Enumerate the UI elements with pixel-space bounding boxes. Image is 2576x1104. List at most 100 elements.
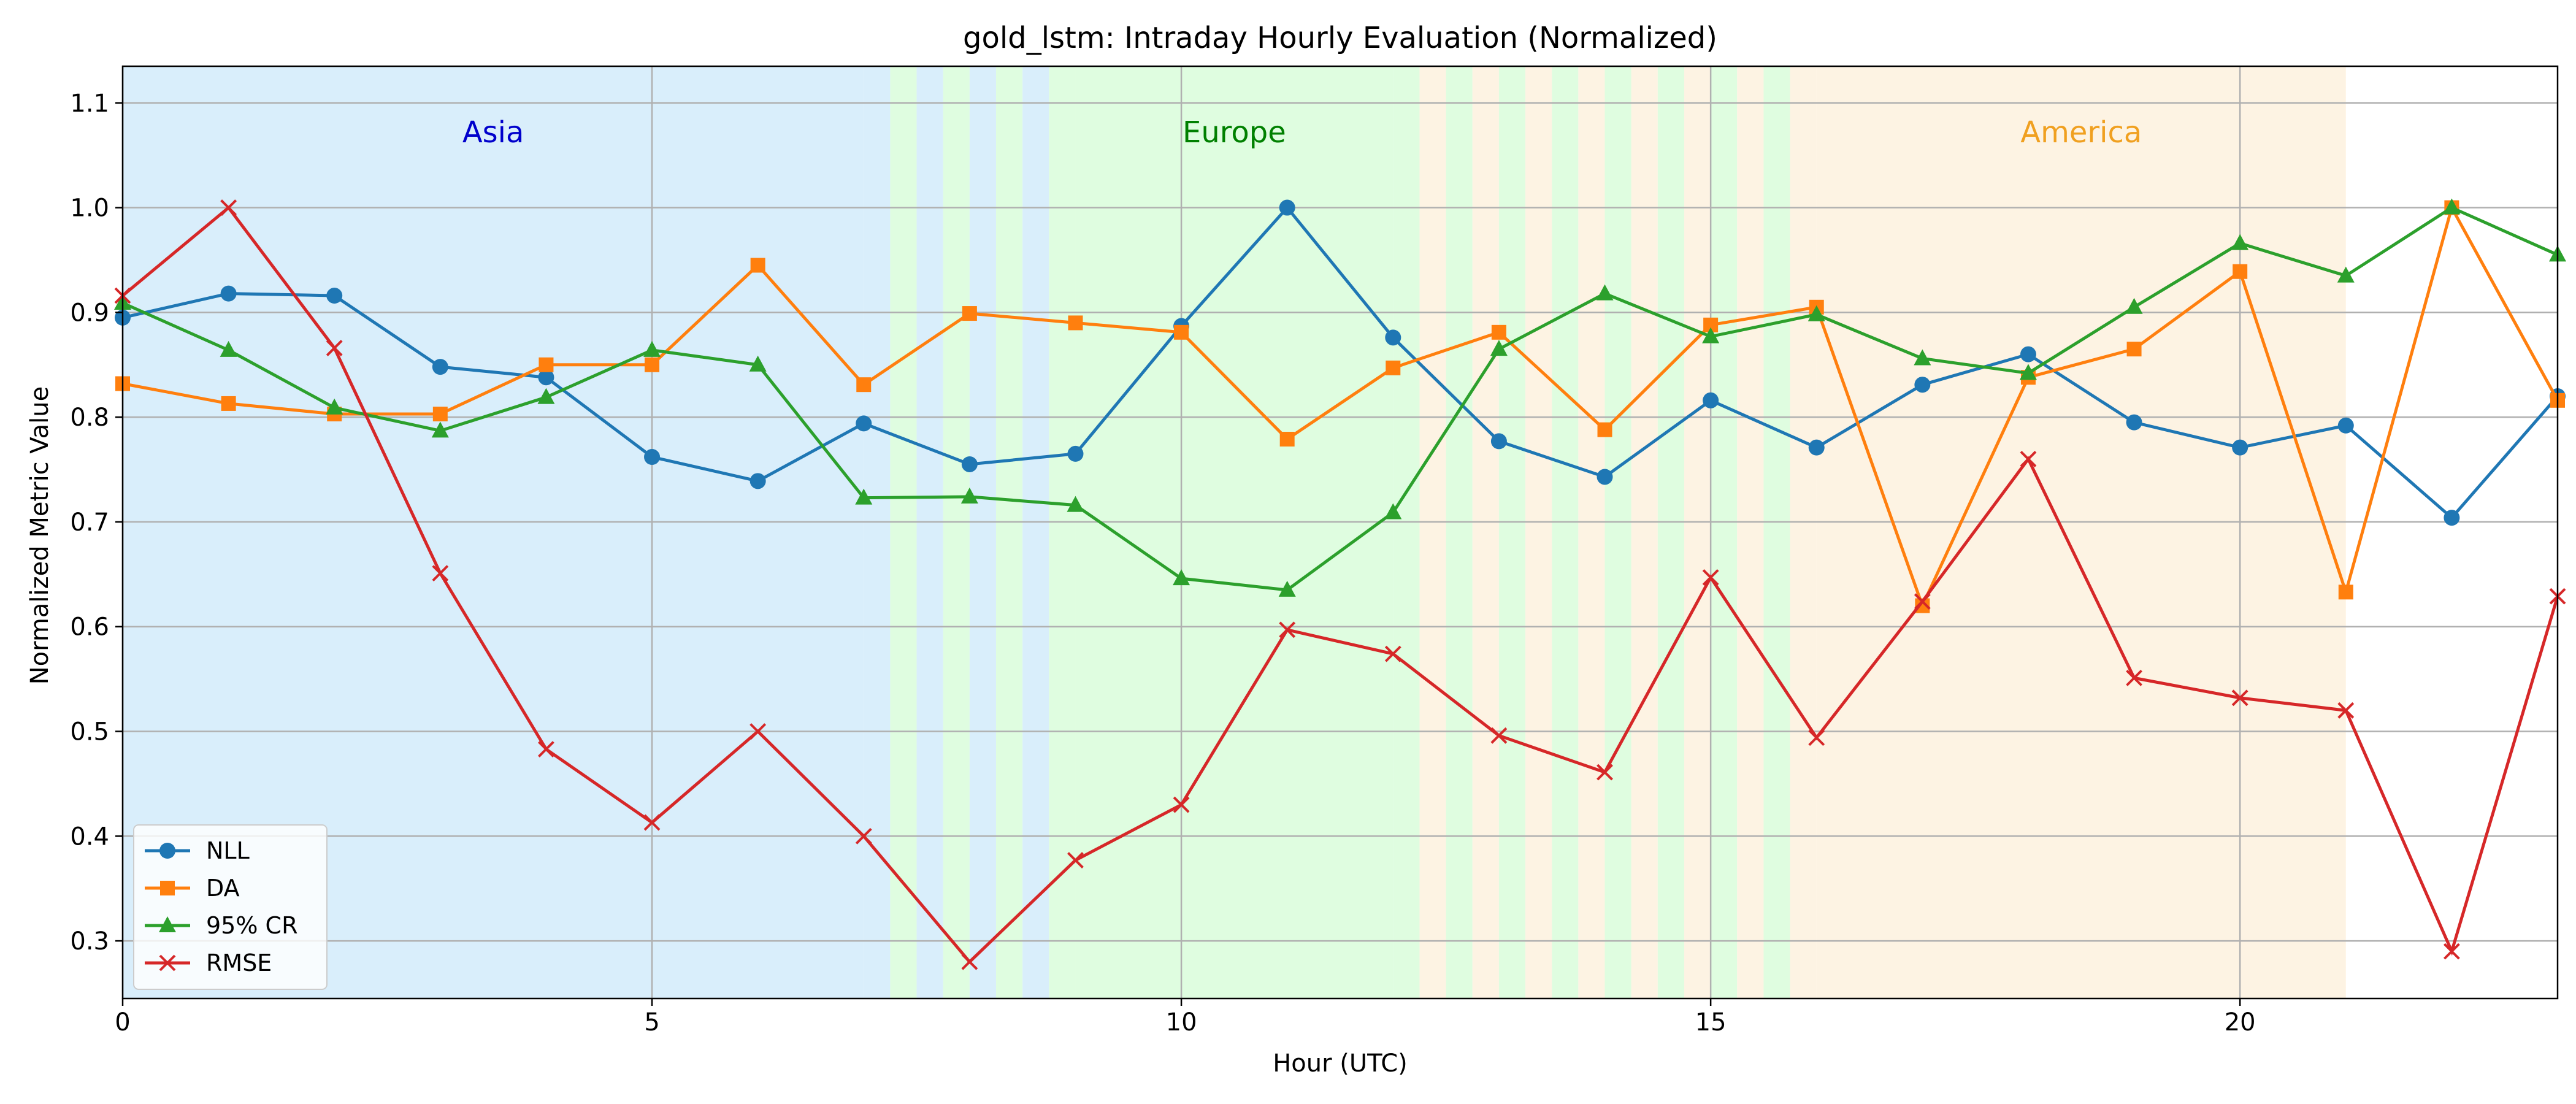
- data-point-nll: [749, 473, 766, 489]
- data-point-95-cr: [1490, 340, 1508, 356]
- data-point-rmse: [2020, 451, 2037, 467]
- y-tick-label: 0.7: [70, 508, 109, 537]
- data-point-nll: [1067, 445, 1084, 462]
- data-point-95-cr: [1173, 569, 1190, 586]
- data-point-da: [221, 396, 236, 411]
- data-point-95-cr: [1702, 327, 1720, 343]
- data-point-95-cr: [2231, 234, 2249, 250]
- data-point-da: [1279, 432, 1295, 447]
- session-band-europe-america: [1472, 66, 1499, 999]
- data-point-95-cr: [1807, 305, 1825, 321]
- y-tick-label: 0.3: [70, 927, 109, 956]
- data-point-95-cr: [2337, 266, 2355, 283]
- data-point-nll: [1914, 377, 1931, 393]
- x-tick-label: 20: [2225, 1008, 2256, 1037]
- legend-marker-95-cr: [159, 916, 176, 932]
- x-tick-label: 0: [115, 1008, 130, 1037]
- data-point-95-cr: [220, 340, 237, 357]
- data-point-95-cr: [326, 398, 343, 415]
- data-point-da: [1491, 324, 1506, 340]
- series-line-da: [122, 203, 2559, 610]
- data-point-95-cr: [643, 340, 661, 357]
- series-line-nll: [122, 205, 2559, 520]
- y-tick-label: 0.5: [70, 718, 109, 746]
- x-tick-label: 15: [1695, 1008, 1727, 1037]
- data-point-rmse: [432, 565, 449, 582]
- session-band-europe-america: [1737, 66, 1764, 999]
- session-band-asia-europe: [1049, 66, 1076, 999]
- data-point-95-cr: [2125, 297, 2143, 314]
- x-tick-label: 10: [1166, 1008, 1197, 1037]
- data-point-nll: [1597, 469, 1613, 485]
- data-point-da: [2126, 342, 2142, 357]
- session-band-asia-europe: [916, 66, 943, 999]
- session-band-europe-america: [1446, 66, 1473, 999]
- data-point-rmse: [1384, 645, 1401, 662]
- data-point-da: [1597, 422, 1612, 437]
- session-band-europe-america: [1525, 66, 1552, 999]
- data-point-rmse: [2126, 669, 2142, 686]
- session-band-asia-europe: [943, 66, 970, 999]
- data-point-rmse: [1279, 621, 1296, 638]
- session-band-asia-europe: [890, 66, 917, 999]
- session-band-europe-america: [1631, 66, 1658, 999]
- grid: [121, 66, 2558, 999]
- data-point-95-cr: [855, 488, 873, 505]
- data-point-nll: [220, 285, 237, 302]
- y-tick-label: 0.6: [70, 613, 109, 642]
- session-band-europe: [1075, 66, 1393, 999]
- session-band-europe-america: [1684, 66, 1711, 999]
- data-point-nll: [538, 369, 554, 386]
- data-point-95-cr: [1278, 580, 1296, 597]
- legend-marker-rmse: [159, 954, 176, 972]
- data-point-rmse: [961, 953, 978, 970]
- legend-marker-da: [160, 881, 175, 895]
- session-shading: [123, 66, 2346, 999]
- data-point-da: [1386, 360, 1401, 375]
- data-point-da: [2338, 585, 2353, 600]
- data-point-nll: [1703, 392, 1719, 408]
- session-band-europe-america: [1657, 66, 1684, 999]
- data-point-rmse: [1808, 729, 1825, 746]
- data-point-da: [539, 357, 554, 372]
- data-point-nll: [2020, 346, 2036, 362]
- session-band-europe-america: [1419, 66, 1446, 999]
- data-point-nll: [2444, 510, 2460, 526]
- y-tick-label: 1.0: [70, 194, 109, 223]
- data-point-95-cr: [2443, 198, 2461, 215]
- data-point-nll: [961, 456, 978, 472]
- session-band-europe-america: [1552, 66, 1579, 999]
- legend-label-rmse: RMSE: [206, 949, 272, 976]
- x-axis-label: Hour (UTC): [1273, 1049, 1408, 1078]
- data-point-nll: [1279, 199, 1295, 216]
- data-point-da: [856, 377, 872, 393]
- data-point-da: [962, 306, 977, 321]
- data-point-nll: [1490, 433, 1507, 450]
- legend-label-95-cr: 95% CR: [206, 912, 297, 939]
- x-tick-label: 5: [644, 1008, 659, 1037]
- session-label-europe: Europe: [1183, 115, 1286, 150]
- data-point-95-cr: [2019, 364, 2037, 380]
- data-point-nll: [432, 359, 448, 375]
- session-band-europe-america: [1604, 66, 1631, 999]
- data-point-da: [750, 258, 765, 273]
- data-point-rmse: [643, 814, 661, 831]
- data-point-da: [432, 407, 448, 422]
- data-point-rmse: [1173, 796, 1190, 813]
- chart-title: gold_lstm: Intraday Hourly Evaluation (N…: [963, 21, 1717, 55]
- session-label-asia: Asia: [462, 115, 524, 150]
- data-point-nll: [2337, 417, 2354, 434]
- data-point-nll: [2232, 439, 2248, 456]
- data-point-rmse: [538, 741, 554, 757]
- data-point-nll: [644, 449, 661, 466]
- session-band-asia-europe: [1022, 66, 1049, 999]
- data-point-rmse: [1067, 852, 1084, 868]
- session-band-europe-america: [1498, 66, 1526, 999]
- y-tick-label: 1.1: [70, 90, 109, 118]
- session-band-asia-europe: [996, 66, 1023, 999]
- y-tick-label: 0.4: [70, 822, 109, 851]
- data-point-rmse: [1490, 727, 1508, 744]
- data-point-95-cr: [1596, 284, 1614, 301]
- plot-frame: [121, 65, 2559, 1000]
